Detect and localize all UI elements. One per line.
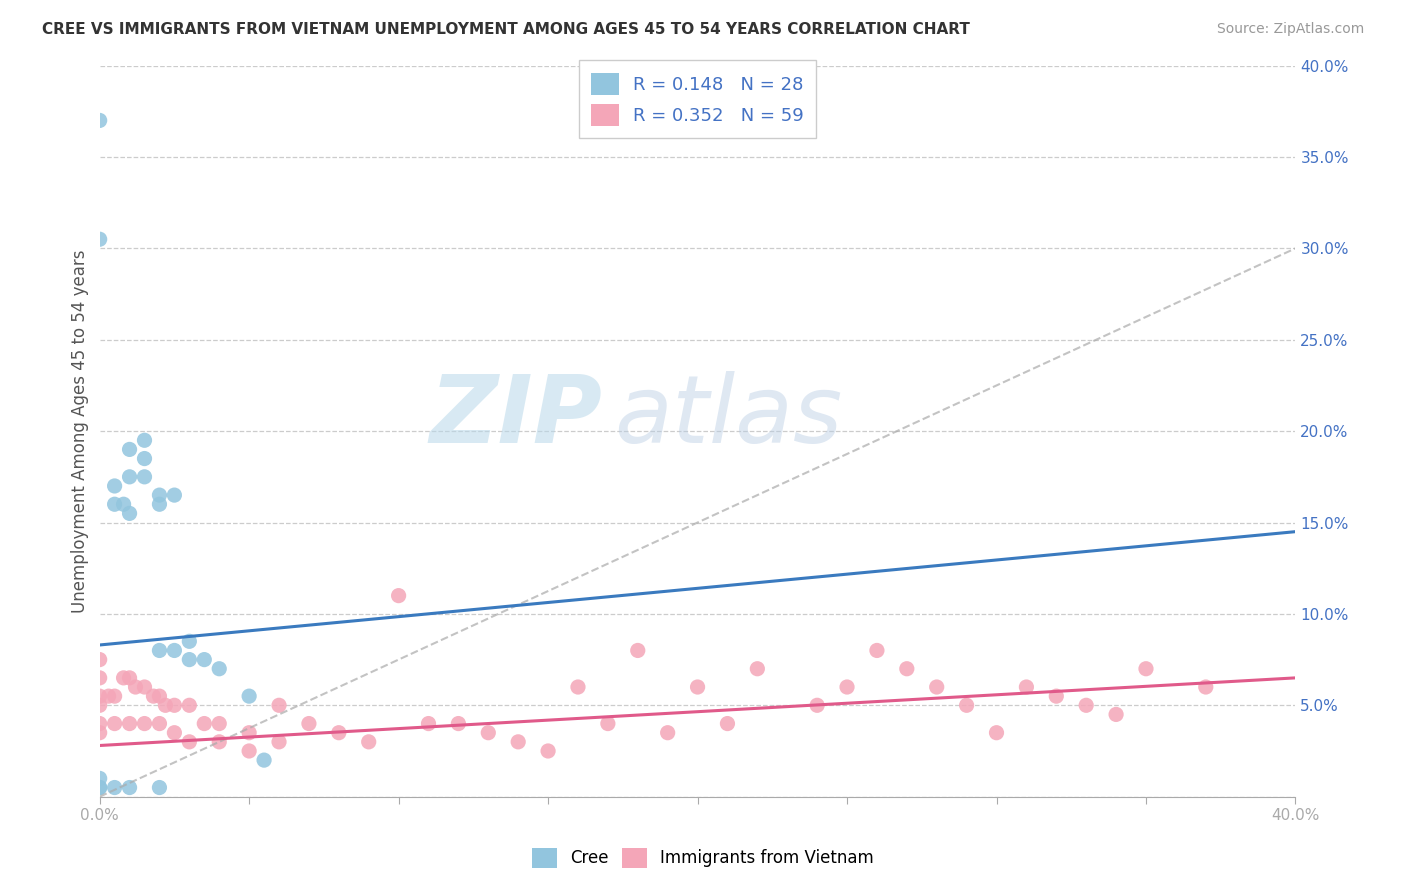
Point [89, 698, 111, 713]
Point [716, 716, 738, 731]
Point [163, 698, 186, 713]
Point [134, 716, 156, 731]
Point [134, 470, 156, 484]
Point [1015, 680, 1038, 694]
Point [104, 780, 127, 795]
Point [134, 451, 156, 466]
Point [118, 507, 141, 521]
Point [118, 470, 141, 484]
Point [447, 716, 470, 731]
Legend: Cree, Immigrants from Vietnam: Cree, Immigrants from Vietnam [526, 841, 880, 875]
Point [148, 780, 170, 795]
Point [89, 652, 111, 666]
Point [148, 689, 170, 703]
Point [163, 643, 186, 657]
Point [193, 716, 215, 731]
Point [89, 689, 111, 703]
Point [418, 716, 440, 731]
Point [1135, 662, 1157, 676]
Point [508, 735, 530, 749]
Point [253, 753, 276, 767]
Point [1076, 698, 1098, 713]
Point [866, 643, 889, 657]
Point [112, 497, 135, 511]
Point [104, 716, 127, 731]
Point [238, 689, 260, 703]
Point [89, 671, 111, 685]
Point [477, 725, 499, 739]
Point [298, 716, 321, 731]
Point [179, 652, 201, 666]
Point [104, 479, 127, 493]
Point [112, 671, 135, 685]
Point [118, 780, 141, 795]
Point [747, 662, 769, 676]
Point [104, 497, 127, 511]
Point [835, 680, 858, 694]
Point [388, 589, 411, 603]
Text: ZIP: ZIP [429, 370, 602, 463]
Point [357, 735, 380, 749]
Point [89, 725, 111, 739]
Point [208, 662, 231, 676]
Point [267, 698, 290, 713]
Point [686, 680, 709, 694]
Point [208, 735, 231, 749]
Point [148, 488, 170, 502]
Point [148, 497, 170, 511]
Point [986, 725, 1008, 739]
Point [97, 689, 120, 703]
Point [89, 232, 111, 246]
Point [179, 634, 201, 648]
Point [134, 680, 156, 694]
Point [179, 698, 201, 713]
Point [104, 689, 127, 703]
Point [148, 716, 170, 731]
Point [89, 780, 111, 795]
Point [89, 716, 111, 731]
Point [193, 652, 215, 666]
Point [148, 643, 170, 657]
Point [118, 442, 141, 457]
Point [89, 772, 111, 786]
Point [567, 680, 589, 694]
Point [627, 643, 650, 657]
Point [1105, 707, 1128, 722]
Point [155, 698, 177, 713]
Point [267, 735, 290, 749]
Point [118, 716, 141, 731]
Point [1045, 689, 1067, 703]
Point [142, 689, 165, 703]
Point [89, 113, 111, 128]
Point [163, 488, 186, 502]
Point [124, 680, 146, 694]
Point [806, 698, 828, 713]
Point [163, 725, 186, 739]
Point [925, 680, 948, 694]
Point [134, 434, 156, 448]
Point [596, 716, 619, 731]
Point [896, 662, 918, 676]
Point [955, 698, 977, 713]
Text: CREE VS IMMIGRANTS FROM VIETNAM UNEMPLOYMENT AMONG AGES 45 TO 54 YEARS CORRELATI: CREE VS IMMIGRANTS FROM VIETNAM UNEMPLOY… [42, 22, 970, 37]
Text: Source: ZipAtlas.com: Source: ZipAtlas.com [1216, 22, 1364, 37]
Legend: R = 0.148   N = 28, R = 0.352   N = 59: R = 0.148 N = 28, R = 0.352 N = 59 [579, 60, 817, 138]
Point [118, 671, 141, 685]
Point [328, 725, 350, 739]
Point [89, 780, 111, 795]
Point [238, 725, 260, 739]
Point [238, 744, 260, 758]
Point [208, 716, 231, 731]
Point [1195, 680, 1218, 694]
Point [537, 744, 560, 758]
Text: atlas: atlas [614, 371, 842, 462]
Point [179, 735, 201, 749]
Point [657, 725, 679, 739]
Y-axis label: Unemployment Among Ages 45 to 54 years: Unemployment Among Ages 45 to 54 years [72, 250, 89, 613]
